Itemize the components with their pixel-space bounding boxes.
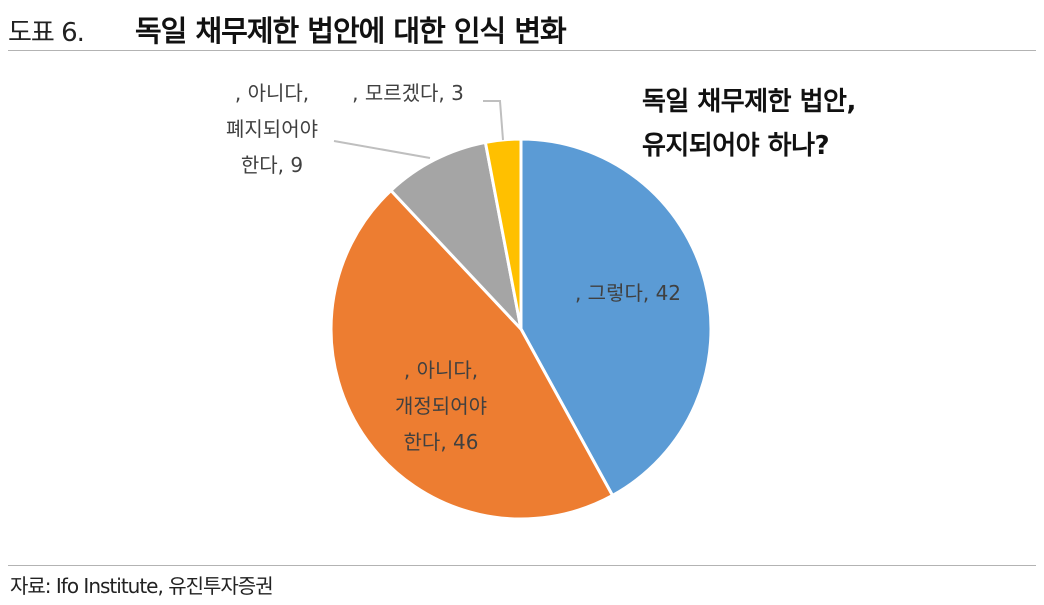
pie-slice — [329, 189, 615, 521]
chart-title: 독일 채무제한 법안, 유지되어야 하나? — [642, 80, 856, 168]
chart-title-line: 독일 채무제한 법안, — [642, 87, 856, 117]
slice-label-line: 한다, 46 — [404, 430, 479, 454]
leader-line — [483, 100, 504, 141]
figure-label: 도표 6. — [8, 17, 85, 48]
slice-label-line: 폐지되어야 — [226, 117, 318, 141]
slice-label: , 모르겠다, 3 — [352, 81, 464, 105]
slice-label-line: , 아니다, — [404, 358, 478, 382]
figure-header: 도표 6. — [8, 10, 85, 50]
slice-label-line: 개정되어야 — [395, 394, 487, 418]
pie-slice — [519, 137, 713, 497]
slice-label-line: 한다, 9 — [241, 153, 303, 177]
slice-label-line: , 아니다, — [235, 81, 309, 105]
slice-label-line: , 그렇다, 42 — [575, 281, 681, 305]
slice-label: , 그렇다, 42 — [575, 281, 681, 305]
page-title: 독일 채무제한 법안에 대한 인식 변화 — [135, 14, 567, 48]
chart-title-line: 유지되어야 하나? — [642, 131, 830, 161]
leader-line — [333, 140, 431, 159]
slice-label-line: , 모르겠다, 3 — [352, 81, 464, 105]
top-divider — [8, 50, 1036, 51]
bottom-divider — [8, 565, 1036, 566]
source-note: 자료: Ifo Institute, 유진투자증권 — [10, 574, 274, 598]
pie-slice — [389, 140, 523, 331]
